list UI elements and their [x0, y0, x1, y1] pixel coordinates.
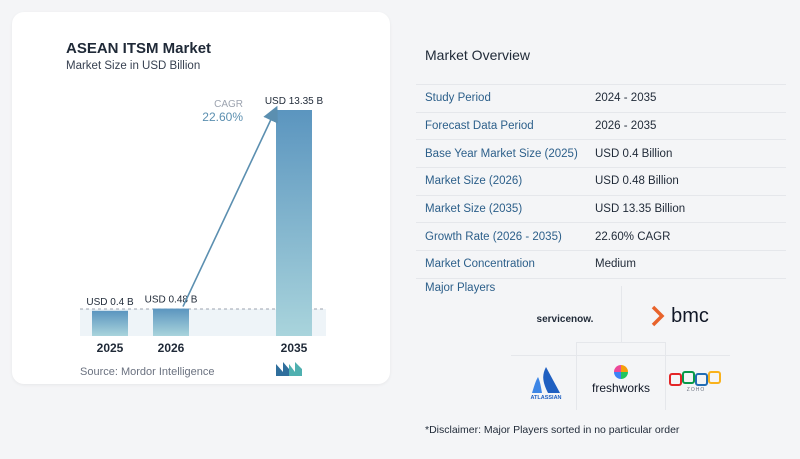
atlassian-logo: ATLASSIAN: [526, 362, 566, 406]
overview-label: Forecast Data Period: [425, 120, 534, 133]
bar-2035: [276, 110, 312, 336]
overview-value: Medium: [595, 258, 636, 271]
overview-row: Study Period 2024 - 2035: [416, 84, 786, 113]
x-tick-2025: 2025: [97, 341, 124, 355]
overview-value: 2026 - 2035: [595, 120, 657, 133]
bmc-label: bmc: [671, 304, 709, 327]
freshworks-logo: freshworks: [586, 360, 656, 400]
x-tick-2026: 2026: [158, 341, 185, 355]
overview-row: Market Size (2035) USD 13.35 Billion: [416, 196, 786, 224]
bar-2025: [92, 310, 128, 336]
chart-subtitle: Market Size in USD Billion: [66, 60, 201, 72]
source-text: Source: Mordor Intelligence: [80, 366, 215, 378]
overview-value: 22.60% CAGR: [595, 230, 671, 243]
overview-label: Market Size (2035): [425, 203, 523, 216]
data-label-2025: USD 0.4 B: [86, 297, 134, 308]
overview-label: Market Size (2026): [425, 175, 523, 188]
atlassian-logo-icon: [532, 367, 560, 393]
bmc-logo-icon: [651, 305, 665, 327]
market-overview-table: Study Period 2024 - 2035 Forecast Data Per…: [416, 84, 786, 279]
major-players-title: Major Players: [425, 282, 496, 294]
cagr-arrow: [182, 105, 278, 307]
overview-value: USD 0.48 Billion: [595, 175, 679, 188]
servicenow-label: servicenow.: [536, 313, 594, 325]
chart-title: ASEAN ITSM Market: [66, 40, 212, 57]
zoho-logo: ZOHO: [666, 366, 726, 398]
grid-divider: [576, 342, 666, 343]
cagr-label: CAGR: [214, 99, 243, 110]
overview-value: 2024 - 2035: [595, 92, 657, 105]
grid-divider: [665, 342, 666, 410]
overview-row: Market Size (2026) USD 0.48 Billion: [416, 168, 786, 196]
overview-label: Study Period: [425, 92, 491, 105]
bar-2026: [153, 308, 189, 336]
grid-divider: [621, 286, 622, 342]
zoho-logo-icon: [669, 371, 721, 386]
overview-row: Market Concentration Medium: [416, 251, 786, 279]
freshworks-label: freshworks: [591, 381, 650, 395]
zoho-label: ZOHO: [686, 387, 706, 393]
grid-divider: [576, 342, 577, 410]
cagr-value: 22.60%: [202, 110, 243, 124]
data-label-2026: USD 0.48 B: [145, 295, 198, 306]
overview-label: Market Concentration: [425, 258, 535, 271]
overview-row: Forecast Data Period 2026 - 2035: [416, 113, 786, 141]
overview-row: Base Year Market Size (2025) USD 0.4 Bill…: [416, 140, 786, 169]
overview-row: Growth Rate (2026 - 2035) 22.60% CAGR: [416, 223, 786, 252]
market-size-chart: USD 0.4 B 2025 USD 0.48 B 2026 USD 13.35 B 20…: [80, 96, 326, 355]
grid-divider: [511, 355, 730, 356]
overview-value: USD 0.4 Billion: [595, 147, 673, 160]
mordor-logo-icon: [276, 362, 302, 376]
disclaimer-text: *Disclaimer: Major Players sorted in no …: [425, 424, 680, 436]
bmc-logo: bmc: [640, 300, 720, 332]
x-tick-2035: 2035: [281, 341, 308, 355]
data-label-2035: USD 13.35 B: [265, 96, 324, 107]
overview-value: USD 13.35 Billion: [595, 203, 686, 216]
overview-label: Base Year Market Size (2025): [425, 147, 578, 160]
freshworks-logo-icon: [614, 365, 628, 379]
servicenow-logo: servicenow.: [530, 306, 600, 332]
atlassian-label: ATLASSIAN: [530, 395, 562, 401]
market-overview-title: Market Overview: [425, 47, 531, 63]
overview-label: Growth Rate (2026 - 2035): [425, 230, 562, 243]
